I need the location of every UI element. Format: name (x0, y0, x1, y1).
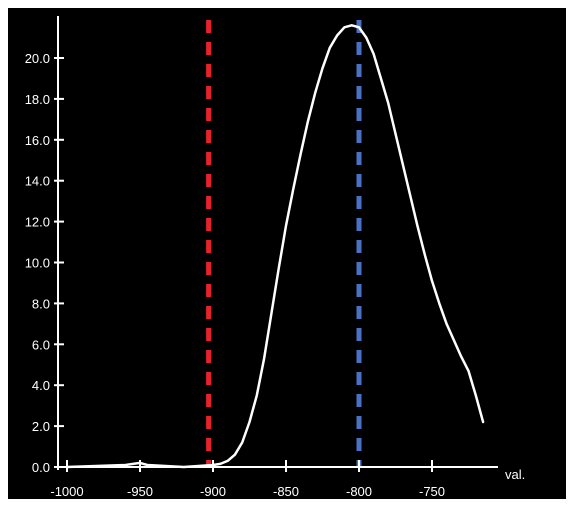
chart-frame: 0.0 2.0 4.0 6.0 8.0 10.0 12.0 14.0 16.0 18.0 20.0 -… (8, 8, 566, 499)
y-tick-label: 4.0 (32, 378, 50, 393)
x-tick-label: -750 (419, 484, 445, 499)
y-tick-label: 12.0 (25, 215, 50, 230)
x-tick-label: -900 (200, 484, 226, 499)
x-tick-label: -850 (273, 484, 299, 499)
y-tick-label: 20.0 (25, 51, 50, 66)
y-tick-label: 2.0 (32, 419, 50, 434)
y-tick-label: 14.0 (25, 174, 50, 189)
series-layer (65, 24, 485, 469)
ticks: 0.0 2.0 4.0 6.0 8.0 10.0 12.0 14.0 16.0 18.0 20.0 -… (25, 51, 445, 499)
y-tick-label: 18.0 (25, 92, 50, 107)
series-line (65, 24, 485, 469)
y-tick-label: 16.0 (25, 133, 50, 148)
axes (56, 16, 498, 470)
y-tick-label: 6.0 (32, 337, 50, 352)
y-tick-label: 0.0 (32, 460, 50, 475)
x-axis-label: val. (505, 467, 525, 482)
x-tick-label: -1000 (50, 484, 83, 499)
x-tick-label: -800 (346, 484, 372, 499)
x-tick-label: -950 (127, 484, 153, 499)
reference-lines (206, 20, 362, 467)
y-tick-label: 10.0 (25, 256, 50, 271)
density-chart: 0.0 2.0 4.0 6.0 8.0 10.0 12.0 14.0 16.0 18.0 20.0 -… (25, 16, 525, 499)
y-tick-label: 8.0 (32, 296, 50, 311)
